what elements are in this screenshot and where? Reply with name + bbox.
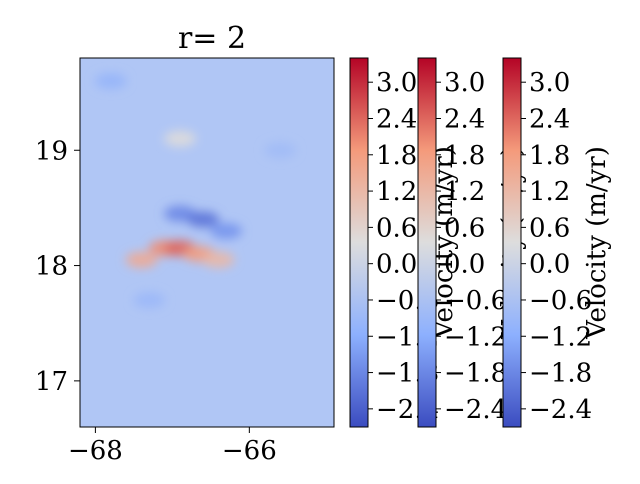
y-axis: 17 18 19	[35, 136, 80, 397]
colorbar-tick-label: 0.0	[376, 250, 417, 280]
y-tick-label: 18	[35, 252, 68, 282]
colorbar-tick-label: −1.2	[444, 322, 507, 352]
colorbar-tick-label: −0.6	[444, 286, 507, 316]
colorbar-tick-label: 2.4	[444, 104, 485, 134]
colorbar-tick-label: 1.8	[444, 141, 485, 171]
colorbar-tick-label: 0.6	[376, 213, 417, 243]
field-hotspot	[133, 292, 166, 309]
colorbar-tick-label: 0.0	[444, 250, 485, 280]
colorbar-tick-label: 3.0	[529, 68, 570, 98]
colorbar-tick-label: 1.8	[376, 141, 417, 171]
colorbar-tick-label: −1.8	[444, 359, 507, 389]
colorbar: 3.02.41.81.20.60.0−0.6−1.2−1.8−2.4Veloci…	[417, 57, 527, 428]
colorbar-label: Velocity (m/yr)	[582, 146, 612, 340]
y-tick-label: 17	[35, 367, 68, 397]
colorbar-tick-label: 3.0	[376, 68, 417, 98]
colorbars: 3.0 2.4 1.8 1.2 0.6 0.0 −0.6 −1.2 −1.8 −2.4 Veloci…	[349, 57, 612, 428]
x-axis: −68 −66	[68, 427, 277, 466]
colorbar-tick-label: 1.2	[444, 177, 485, 207]
colorbar-tick-label: −1.2	[529, 322, 592, 352]
field-hotspot	[202, 251, 235, 268]
plot-area	[79, 57, 335, 428]
y-tick-label: 19	[35, 136, 68, 166]
plot-frame	[79, 57, 335, 428]
colorbar-tick-label: 0.6	[444, 213, 485, 243]
field-hotspot	[94, 73, 127, 90]
colorbar-gradient	[417, 57, 437, 428]
chart-title: r= 2	[178, 21, 246, 56]
field-hotspot	[210, 222, 243, 239]
colorbar-gradient	[502, 57, 522, 428]
colorbar-tick-label: 1.2	[376, 177, 417, 207]
colorbar-tick-label: 2.4	[376, 104, 417, 134]
colorbar-tick-label: −1.8	[529, 359, 592, 389]
velocity-field	[80, 58, 334, 427]
colorbar: 3.0 2.4 1.8 1.2 0.6 0.0 −0.6 −1.2 −1.8 −2.4 Veloci…	[502, 57, 612, 428]
field-hotspot	[125, 251, 158, 268]
colorbar-tick-label: 2.4	[529, 104, 570, 134]
x-tick-label: −66	[222, 436, 277, 466]
field-hotspot	[164, 130, 197, 147]
colorbar-tick-label: 0.6	[529, 213, 570, 243]
colorbar-tick-label: 0.0	[529, 250, 570, 280]
colorbar: 3.02.41.81.20.60.0−0.6−1.2−1.8−2.4Veloci…	[349, 57, 459, 428]
colorbar-tick-label: 1.8	[529, 141, 570, 171]
field-hotspot	[264, 142, 297, 159]
field-background	[80, 58, 334, 427]
x-tick-label: −68	[68, 436, 123, 466]
colorbar-tick-label: −2.4	[529, 395, 592, 425]
colorbar-tick-label: 3.0	[444, 68, 485, 98]
colorbar-gradient	[349, 57, 369, 428]
colorbar-tick-label: 1.2	[529, 177, 570, 207]
field-hotspot	[187, 211, 220, 228]
colorbar-tick-label: −2.4	[444, 395, 507, 425]
colorbar-tick-label: −0.6	[529, 286, 592, 316]
